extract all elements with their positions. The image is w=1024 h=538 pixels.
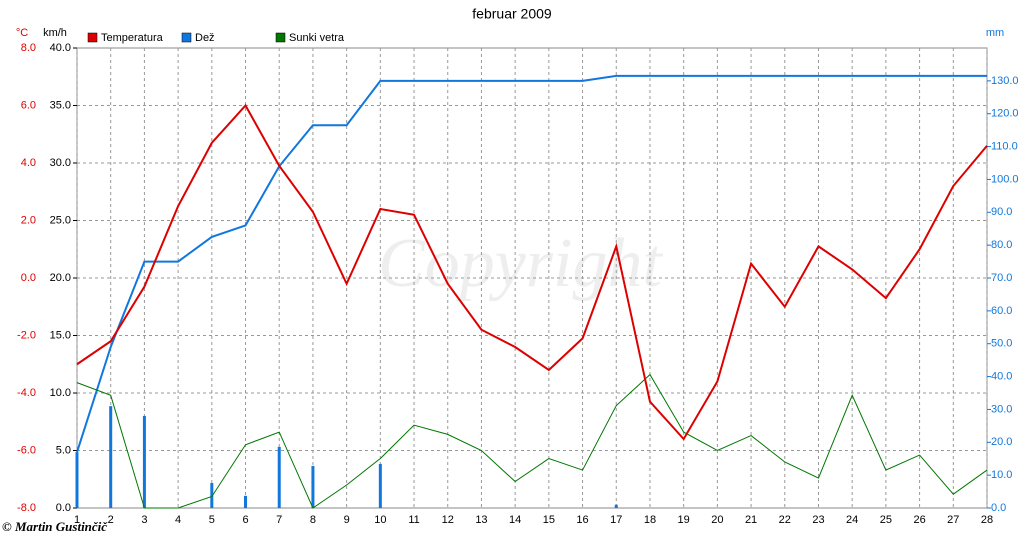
x-tick-label: 25 (880, 514, 892, 526)
legend-label: Temperatura (101, 32, 164, 44)
x-tick-label: 1 (74, 514, 80, 526)
bar (378, 463, 382, 508)
bar (311, 465, 315, 508)
legend-label: Dež (195, 32, 215, 44)
bar (75, 452, 79, 508)
x-tick-label: 13 (475, 514, 487, 526)
bar (210, 483, 214, 508)
y-tick-label: 2.0 (21, 214, 36, 226)
bar (614, 504, 618, 508)
x-tick-label: 14 (509, 514, 521, 526)
legend-swatch (181, 32, 192, 43)
y2-tick-label: 100.0 (991, 173, 1019, 185)
y3-tick-label: 15.0 (50, 329, 71, 341)
y2-tick-label: 0.0 (991, 502, 1006, 514)
x-tick-label: 15 (543, 514, 555, 526)
x-tick-label: 26 (913, 514, 925, 526)
y3-tick-label: 30.0 (50, 157, 71, 169)
x-tick-label: 24 (846, 514, 858, 526)
bar (277, 446, 281, 508)
y3-tick-label: 35.0 (50, 99, 71, 111)
bar (109, 406, 113, 508)
y-axis-unit: °C (16, 27, 28, 39)
x-tick-label: 22 (779, 514, 791, 526)
y2-tick-label: 40.0 (991, 370, 1012, 382)
legend-swatch (87, 32, 98, 43)
chart-title: februar 2009 (472, 6, 552, 22)
y2-tick-label: 20.0 (991, 436, 1012, 448)
y2-tick-label: 130.0 (991, 75, 1019, 87)
y3-axis-unit: km/h (43, 27, 67, 39)
y3-tick-label: 5.0 (56, 444, 71, 456)
y2-tick-label: 90.0 (991, 206, 1012, 218)
x-tick-label: 28 (981, 514, 993, 526)
x-tick-label: 8 (310, 514, 316, 526)
y3-tick-label: 40.0 (50, 42, 71, 54)
x-tick-label: 19 (678, 514, 690, 526)
credit: © Martin Gustinčič (2, 519, 108, 534)
legend-swatch (275, 32, 286, 43)
x-tick-label: 16 (576, 514, 588, 526)
y3-tick-label: 20.0 (50, 272, 71, 284)
y2-axis-unit: mm (986, 27, 1004, 39)
x-tick-label: 18 (644, 514, 656, 526)
x-tick-label: 4 (175, 514, 181, 526)
y2-tick-label: 10.0 (991, 469, 1012, 481)
bar (244, 495, 248, 508)
x-tick-label: 23 (812, 514, 824, 526)
y3-tick-label: 0.0 (56, 502, 71, 514)
x-tick-label: 21 (745, 514, 757, 526)
x-tick-label: 6 (242, 514, 248, 526)
y-tick-label: 6.0 (21, 99, 36, 111)
legend-label: Sunki vetra (289, 32, 345, 44)
x-tick-label: 10 (374, 514, 386, 526)
x-tick-label: 5 (209, 514, 215, 526)
x-tick-label: 11 (408, 514, 419, 526)
series-line (76, 74, 987, 453)
series-line (76, 373, 988, 509)
bar (142, 416, 146, 508)
y2-tick-label: 110.0 (991, 140, 1018, 152)
x-tick-label: 20 (711, 514, 723, 526)
y-tick-label: -6.0 (17, 444, 36, 456)
x-tick-label: 7 (276, 514, 282, 526)
y-tick-label: 8.0 (21, 42, 36, 54)
y3-tick-label: 25.0 (50, 214, 71, 226)
y2-tick-label: 120.0 (991, 108, 1019, 120)
y2-tick-label: 50.0 (991, 338, 1012, 350)
y2-tick-label: 60.0 (991, 305, 1012, 317)
y-tick-label: -4.0 (17, 387, 36, 399)
y2-tick-label: 70.0 (991, 272, 1012, 284)
y-tick-label: -8.0 (17, 502, 36, 514)
x-tick-label: 27 (947, 514, 959, 526)
x-tick-label: 12 (442, 514, 454, 526)
y-tick-label: 0.0 (21, 272, 36, 284)
y2-tick-label: 30.0 (991, 403, 1012, 415)
x-tick-label: 2 (108, 514, 114, 526)
y2-tick-label: 80.0 (991, 239, 1012, 251)
x-tick-label: 3 (141, 514, 147, 526)
series-line (76, 103, 988, 441)
y3-tick-label: 10.0 (50, 387, 71, 399)
x-tick-label: 9 (344, 514, 350, 526)
x-tick-label: 17 (610, 514, 622, 526)
y-tick-label: -2.0 (17, 329, 36, 341)
y-tick-label: 4.0 (21, 157, 36, 169)
